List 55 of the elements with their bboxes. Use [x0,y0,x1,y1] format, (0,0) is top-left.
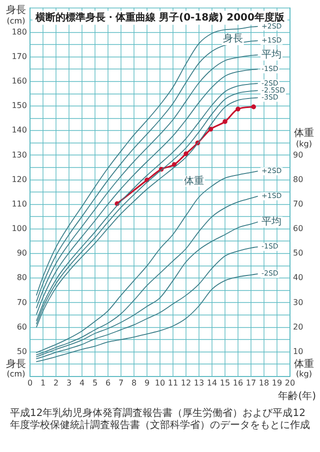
y2-axis-title: 体重(kg) [294,126,314,148]
y-tick-label: 180 [12,27,27,36]
y-tick-label: 90 [16,248,27,258]
y2-tick-label: 60 [293,224,304,234]
y-tick-label: 60 [16,322,27,332]
x-tick-label: 12 [180,378,192,388]
x-tick-label: 19 [272,378,282,388]
text: 体重(kg) [294,358,314,378]
text: 平成12年乳幼児身体発育調査報告書（厚生労働省）および平成12年度学校保健統計調査報告書（文部科学省）のデータをもとに作成 [10,408,310,432]
y2-tick-label: 90 [293,150,304,160]
y-tick-label: 80 [16,273,27,282]
y-tick-label: 50 [16,346,27,356]
y-axis-title: 身長(cm) [6,4,26,26]
x-tick-label: 16 [232,378,244,388]
x-tick-label: 15 [220,378,230,388]
y-tick-label: 110 [12,199,27,208]
x-tick-label: 9 [144,378,150,388]
x-tick-label: 3 [66,378,72,388]
x-tick-label: 1 [40,378,46,388]
x-tick-label: 0 [27,378,33,388]
y2-tick-label: 10 [293,346,304,356]
y-tick-label: 130 [12,150,27,160]
x-tick-label: 13 [194,378,204,388]
y-tick-label: 170 [12,52,27,62]
x-tick-label: 10 [154,378,166,388]
y-tick-label: 140 [12,126,27,135]
y2-tick-label: 40 [293,273,304,282]
series-label: 平均 [262,48,282,61]
y-tick-label: 150 [12,101,27,110]
y2-tick-label: 70 [293,199,304,208]
x-tick-label: 4 [79,378,85,388]
x-tick-label: 8 [131,378,137,388]
x-axis-title: 年齢(年) [278,390,316,402]
text: 身長(cm) [6,358,26,378]
y2-tick-label: 20 [293,322,304,332]
y-tick-label: 160 [12,76,27,86]
x-tick-label: 20 [284,378,296,388]
series-label: 平均 [262,216,282,228]
y-tick-label: 70 [16,298,27,307]
x-tick-label: 5 [92,378,98,388]
x-tick-label: 14 [206,378,218,388]
y-tick-label: 100 [12,224,27,234]
x-tick-label: 6 [105,378,111,388]
y2-tick-label: 30 [293,298,304,307]
annotation: 体重 [184,175,204,188]
x-tick-label: 18 [258,378,270,388]
annotation: 身長 [222,32,243,45]
x-tick-label: 17 [246,378,256,388]
y-tick-label: 120 [12,174,27,184]
x-tick-label: 2 [53,378,59,388]
x-tick-label: 7 [118,378,124,388]
x-tick-label: 11 [168,378,178,388]
text: 横断的標準身長・体重曲線 男子(0-18歳) 2000年度版 [34,11,286,24]
y2-tick-label: 80 [293,174,304,184]
y2-tick-label: 50 [293,248,304,258]
